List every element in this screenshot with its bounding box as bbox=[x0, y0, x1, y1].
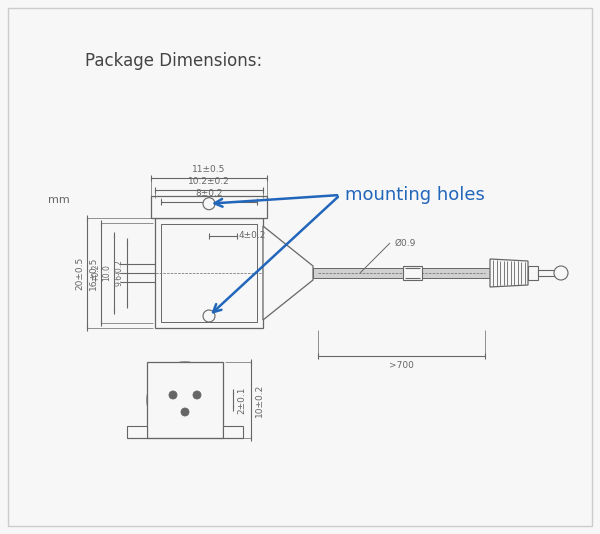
Text: Package Dimensions:: Package Dimensions: bbox=[85, 52, 262, 70]
Polygon shape bbox=[263, 226, 313, 320]
Circle shape bbox=[193, 391, 201, 399]
Text: 10.2±0.2: 10.2±0.2 bbox=[188, 177, 230, 186]
Bar bbox=[151, 196, 267, 218]
Bar bbox=[538, 270, 556, 276]
Circle shape bbox=[554, 266, 568, 280]
Text: 9.6-0.2: 9.6-0.2 bbox=[115, 260, 124, 286]
Bar bbox=[127, 426, 147, 438]
Text: 2±0.1: 2±0.1 bbox=[237, 386, 246, 414]
Text: Ø0.9: Ø0.9 bbox=[395, 239, 416, 247]
Text: 4±0.2: 4±0.2 bbox=[239, 232, 266, 240]
Text: 11±0.5: 11±0.5 bbox=[193, 165, 226, 174]
Bar bbox=[155, 218, 263, 328]
Text: +0.2
10.0: +0.2 10.0 bbox=[92, 264, 111, 282]
Text: mounting holes: mounting holes bbox=[345, 186, 485, 204]
Circle shape bbox=[203, 198, 215, 210]
Bar bbox=[147, 362, 223, 438]
Circle shape bbox=[169, 391, 177, 399]
Bar bbox=[420, 268, 490, 278]
Text: 8±0.2: 8±0.2 bbox=[195, 189, 223, 198]
Polygon shape bbox=[490, 259, 528, 287]
Bar bbox=[223, 426, 243, 438]
Text: 16±0.5: 16±0.5 bbox=[89, 256, 98, 289]
Text: 20±0.5: 20±0.5 bbox=[75, 256, 84, 289]
Bar bbox=[313, 268, 405, 278]
Text: >700: >700 bbox=[389, 361, 414, 370]
Bar bbox=[403, 266, 422, 280]
Text: 10±0.2: 10±0.2 bbox=[255, 383, 264, 417]
Circle shape bbox=[203, 310, 215, 322]
Circle shape bbox=[181, 408, 189, 416]
Bar bbox=[528, 266, 538, 280]
Circle shape bbox=[147, 362, 223, 438]
Text: mm: mm bbox=[48, 195, 70, 205]
Bar bbox=[161, 224, 257, 322]
